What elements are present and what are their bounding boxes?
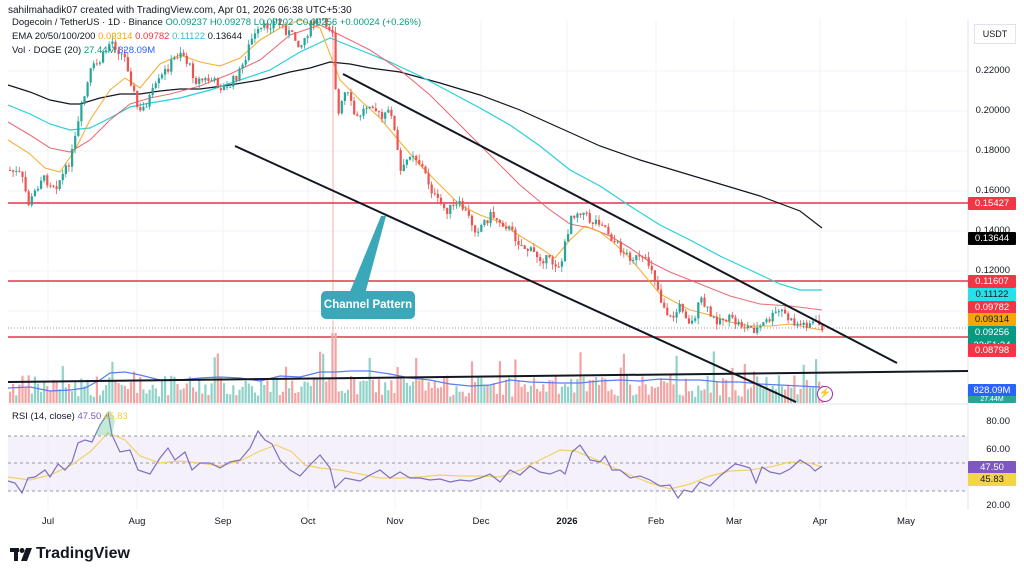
logo-text: TradingView [36, 545, 130, 562]
price-tick: 0.18000 [975, 145, 1010, 156]
ema200-line [7, 61, 823, 229]
current-price: 0.09256 [974, 327, 1010, 338]
time-tick: Mar [725, 516, 743, 527]
rsi-ma-value: 45.83 [103, 411, 128, 422]
ohlc-low: L0.09202 [253, 17, 294, 28]
time-tick: Sep [214, 516, 232, 527]
price-tick: 0.12000 [975, 265, 1010, 276]
time-tick: Feb [647, 516, 665, 527]
rsi-line [7, 411, 823, 500]
callout-pointer [349, 216, 386, 294]
ohlc-close: C0.09256 [295, 17, 338, 28]
price-tag-level: 0.15427 [968, 197, 1016, 210]
price-tag-ema200: 0.13644 [968, 232, 1016, 245]
rsi-label[interactable]: RSI (14, close) [12, 411, 75, 422]
volume-legend[interactable]: Vol · DOGE (20) 27.44M 828.09M [12, 44, 155, 57]
time-tick: May [897, 516, 915, 527]
price-tag-level: 0.11607 [968, 275, 1016, 288]
rsi-tick: 80.00 [986, 416, 1010, 427]
price-tag-ema50: 0.09782 [968, 301, 1016, 314]
ohlc-change: +0.00024 (+0.26%) [339, 17, 422, 28]
volume-ma-line [7, 370, 821, 392]
ema-legend[interactable]: EMA 20/50/100/200 0.09314 0.09782 0.1112… [12, 30, 242, 43]
tradingview-logo[interactable]: TradingView [10, 545, 130, 563]
volume-ma-tag: 828.09M [968, 384, 1016, 397]
volume-tag: 27.44M [968, 396, 1016, 403]
horizontal-trendline[interactable] [7, 370, 969, 383]
time-tick: Jul [41, 516, 55, 527]
price-tick: 0.20000 [975, 105, 1010, 116]
time-tick: Oct [300, 516, 316, 527]
time-tick: Aug [128, 516, 146, 527]
rsi-overbought-fill [95, 410, 115, 436]
rsi-legend[interactable]: RSI (14, close) 47.50 45.83 [12, 410, 128, 423]
rsi-tick: 20.00 [986, 500, 1010, 511]
rsi-ma-tag: 45.83 [968, 473, 1016, 486]
symbol-legend[interactable]: Dogecoin / TetherUS · 1D · Binance O0.09… [12, 16, 421, 29]
tradingview-logo-icon [10, 547, 32, 561]
channel-upper-line[interactable] [342, 73, 898, 364]
ohlc-high: H0.09278 [209, 17, 252, 28]
time-tick: Dec [472, 516, 490, 527]
ema20-value: 0.09314 [98, 31, 133, 42]
currency-unit-button[interactable]: USDT [974, 24, 1016, 44]
time-tick: 2026 [556, 516, 578, 527]
price-tick: 0.16000 [975, 185, 1010, 196]
time-tick: Apr [812, 516, 828, 527]
volume-ma-value: 828.09M [118, 45, 156, 56]
ema50-value: 0.09782 [135, 31, 170, 42]
volume-bars [9, 333, 824, 403]
price-tag-level: 0.08798 [968, 344, 1016, 357]
channel-lower-line[interactable] [234, 145, 797, 403]
channel-pattern-callout[interactable]: Channel Pattern [321, 291, 415, 319]
volume-label[interactable]: Vol · DOGE (20) [12, 45, 82, 56]
ema50-line [7, 24, 823, 311]
ema100-value: 0.11122 [172, 31, 206, 42]
ema200-value: 0.13644 [207, 31, 242, 42]
rsi-tick: 60.00 [986, 444, 1010, 455]
price-tag-ema100: 0.11122 [968, 288, 1016, 301]
ohlc-open: O0.09237 [165, 17, 208, 28]
lightning-icon[interactable]: ⚡ [817, 386, 833, 402]
rsi-tag: 47.50 [968, 461, 1016, 474]
ema-label[interactable]: EMA 20/50/100/200 [12, 31, 96, 42]
rsi-value: 47.50 [77, 411, 102, 422]
price-tick: 0.22000 [975, 65, 1010, 76]
ema100-line [7, 37, 822, 291]
price-tag-ema20: 0.09314 [968, 313, 1016, 326]
candlesticks [9, 18, 824, 336]
chart-credit: sahilmahadik07 created with TradingView.… [8, 5, 352, 16]
symbol-name[interactable]: Dogecoin / TetherUS · 1D · Binance [12, 17, 163, 28]
volume-value: 27.44M [83, 45, 116, 56]
price-tick: 0.14000 [975, 225, 1010, 236]
time-tick: Nov [386, 516, 404, 527]
